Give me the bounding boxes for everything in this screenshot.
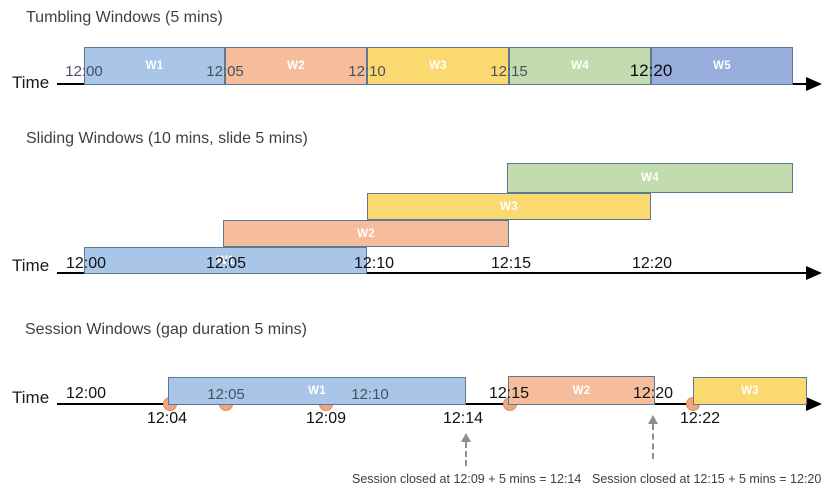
tumbling-tick-1215: 12:15: [490, 63, 528, 80]
window-label: W2: [572, 384, 591, 397]
session-event-time-1209: 12:09: [305, 410, 347, 427]
tumbling-window-w2: W2: [225, 47, 367, 85]
sliding-tick-1200: 12:00: [65, 255, 107, 272]
session-tick-1220: 12:20: [632, 385, 674, 402]
dashed-arrow-1214: [465, 442, 467, 466]
sliding-tick-1215: 12:15: [490, 255, 532, 272]
tumbling-tick-1205: 12:05: [206, 63, 244, 80]
tumbling-tick-1210: 12:10: [348, 63, 386, 80]
tumbling-axis-arrowhead-icon: [806, 77, 822, 91]
window-label: W3: [500, 200, 518, 213]
sliding-section-title: Sliding Windows (10 mins, slide 5 mins): [26, 130, 308, 147]
dashed-arrowhead-1214-icon: [461, 433, 471, 442]
session-tick-1205: 12:05: [207, 386, 245, 403]
session-window-w3: W3: [693, 377, 807, 405]
session-closed-annotation-1: Session closed at 12:09 + 5 mins = 12:14: [352, 472, 582, 486]
tumbling-window-w3: W3: [367, 47, 509, 85]
sliding-window-w3: W3: [367, 193, 651, 220]
tumbling-section-title: Tumbling Windows (5 mins): [26, 9, 223, 26]
window-label: W1: [308, 385, 326, 397]
session-tick-1200: 12:00: [65, 385, 107, 402]
session-time-axis-label: Time: [12, 388, 50, 407]
window-label: W4: [571, 60, 589, 72]
session-event-time-1204: 12:04: [146, 410, 188, 427]
window-label: W2: [357, 227, 375, 240]
session-window-w1: W1: [168, 377, 466, 405]
window-label: W3: [741, 385, 759, 397]
sliding-tick-1205: 12:05: [205, 255, 247, 272]
sliding-tick-1220: 12:20: [631, 255, 673, 272]
window-label: W1: [216, 254, 235, 267]
sliding-window-w1: W1: [84, 247, 367, 274]
window-label: W1: [145, 60, 164, 72]
session-section-title: Session Windows (gap duration 5 mins): [25, 321, 307, 338]
session-event-time-1222: 12:22: [679, 410, 721, 427]
sliding-tick-1210: 12:10: [353, 255, 395, 272]
sliding-time-axis: [57, 272, 810, 274]
sliding-window-w2: W2: [223, 220, 509, 247]
dashed-arrow-1220: [652, 424, 654, 459]
tumbling-time-axis-label: Time: [12, 73, 50, 92]
tumbling-window-w1: W1: [84, 47, 225, 85]
session-event-time-1214: 12:14: [442, 410, 484, 427]
tumbling-window-w4: W4: [509, 47, 651, 85]
tumbling-window-w5: W5: [651, 47, 793, 85]
session-tick-1215: 12:15: [488, 385, 530, 402]
sliding-time-axis-label: Time: [12, 256, 50, 275]
tumbling-tick-1200: 12:00: [65, 63, 103, 80]
sliding-window-w4: W4: [507, 163, 793, 193]
window-label: W4: [641, 172, 659, 184]
window-label: W3: [429, 60, 447, 72]
sliding-axis-arrowhead-icon: [806, 266, 822, 280]
session-axis-arrowhead-icon: [806, 397, 822, 411]
tumbling-tick-1220: 12:20: [629, 61, 673, 80]
dashed-arrowhead-1220-icon: [648, 415, 658, 424]
window-label: W2: [287, 60, 305, 72]
session-tick-1210: 12:10: [351, 386, 389, 403]
session-closed-annotation-2: Session closed at 12:15 + 5 mins = 12:20: [592, 472, 822, 486]
session-window-w2: W2: [508, 376, 655, 405]
window-label: W5: [713, 60, 731, 72]
